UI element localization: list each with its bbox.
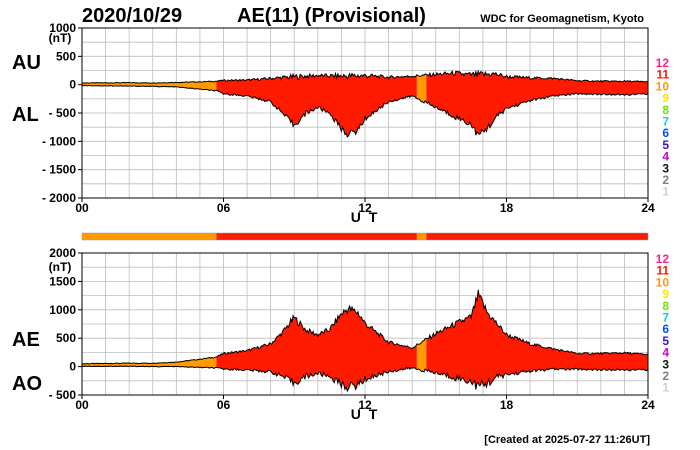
y-tick-label: 0 (69, 360, 76, 374)
station-count-legend-item: 1 (662, 381, 669, 395)
station-count-legend-item: 8 (662, 299, 669, 313)
station-count-segment (82, 233, 217, 240)
ae-ao-series (81, 289, 649, 393)
x-tick-label: 00 (75, 398, 89, 412)
x-tick-label: 06 (217, 201, 231, 215)
au-al-x-axis-title: U T (351, 209, 380, 225)
y-tick-label: - 2000 (42, 191, 76, 205)
station-band-fill (416, 338, 427, 372)
x-tick-label: 00 (75, 201, 89, 215)
y-tick-label: - 500 (49, 388, 77, 402)
station-count-legend-item: 12 (656, 252, 670, 266)
station-count-legend-item: 5 (662, 334, 669, 348)
x-tick-label: 24 (641, 201, 655, 215)
station-count-segment (216, 233, 417, 240)
station-count-legend-item: 4 (662, 150, 669, 164)
station-count-legend-item: 3 (662, 357, 669, 371)
ae-label: AE (12, 329, 40, 351)
station-band-fill (216, 73, 417, 137)
station-count-legend-item: 7 (662, 115, 669, 129)
station-count-legend-item: 10 (656, 79, 670, 93)
station-count-legend-item: 2 (662, 173, 669, 187)
au-al-grid (82, 28, 648, 198)
au-al-x-ticks: 00 06 12 18 24 (75, 198, 655, 215)
station-count-legend-item: 11 (656, 68, 669, 82)
y-tick-label: - 1500 (42, 163, 76, 177)
au-al-y-ticks: 1000 500 0 - 500 - 1000 - 1500 - 2000 (42, 21, 82, 205)
y-tick-label: 1000 (49, 303, 76, 317)
station-count-strip-frame (81, 232, 649, 241)
ae-ao-x-axis-title: U T (351, 406, 380, 422)
ao-line (81, 365, 649, 393)
au-label: AU (12, 52, 41, 74)
chart-title: AE(11) (Provisional) (237, 5, 426, 27)
station-count-legend-item: 10 (656, 275, 670, 289)
station-count-legend-item: 9 (662, 287, 669, 301)
station-count-legend-item: 5 (662, 138, 669, 152)
x-tick-label: 12 (358, 201, 372, 215)
x-tick-label: 18 (500, 398, 514, 412)
station-band-fill (82, 357, 217, 369)
x-tick-label: 18 (500, 201, 514, 215)
source-label: WDC for Geomagnetism, Kyoto (480, 13, 644, 25)
station-band-fill (426, 289, 648, 390)
y-tick-label: 2000 (49, 246, 76, 260)
al-line (81, 84, 649, 138)
station-count-legend-item: 8 (662, 103, 669, 117)
date-title: 2020/10/29 (82, 5, 182, 27)
station-count-strip (81, 232, 649, 241)
au-al-series (81, 69, 649, 138)
ae-ao-y-ticks: 2000 1500 1000 500 0 - 500 (49, 246, 82, 402)
x-tick-label: 12 (358, 398, 372, 412)
station-band-fill (416, 73, 427, 103)
ae-ao-x-ticks: 00 06 12 18 24 (75, 395, 655, 412)
station-count-legend-item: 6 (662, 126, 669, 140)
au-line (81, 69, 649, 84)
ao-label: AO (12, 373, 42, 395)
station-count-legend-item: 12 (656, 56, 670, 70)
station-count-segment (426, 233, 648, 240)
y-tick-label: - 500 (49, 106, 77, 120)
station-count-legend-item: 4 (662, 346, 669, 360)
station-count-legend-item: 2 (662, 369, 669, 383)
station-count-legend-item: 6 (662, 322, 669, 336)
ae-ao-unit-label: (nT) (49, 260, 72, 274)
y-tick-label: 1500 (49, 274, 76, 288)
y-tick-label: 1000 (49, 21, 76, 35)
y-tick-label: 0 (69, 78, 76, 92)
station-count-segment (416, 233, 427, 240)
au-al-unit-label: (nT) (49, 31, 72, 45)
x-tick-label: 06 (217, 398, 231, 412)
y-tick-label: 500 (56, 49, 76, 63)
station-count-legend-item: 11 (656, 264, 669, 278)
station-count-legend-item: 7 (662, 311, 669, 325)
station-count-legend-item: 1 (662, 185, 669, 199)
station-band-fill (426, 71, 648, 136)
y-tick-label: 500 (56, 331, 76, 345)
al-label: AL (12, 104, 39, 126)
x-tick-label: 24 (641, 398, 655, 412)
station-count-legend-item: 9 (662, 91, 669, 105)
station-count-legend-item: 3 (662, 161, 669, 175)
y-tick-label: - 1000 (42, 134, 76, 148)
ae-line (81, 289, 649, 365)
created-timestamp: [Created at 2025-07-27 11:26UT] (484, 434, 650, 446)
